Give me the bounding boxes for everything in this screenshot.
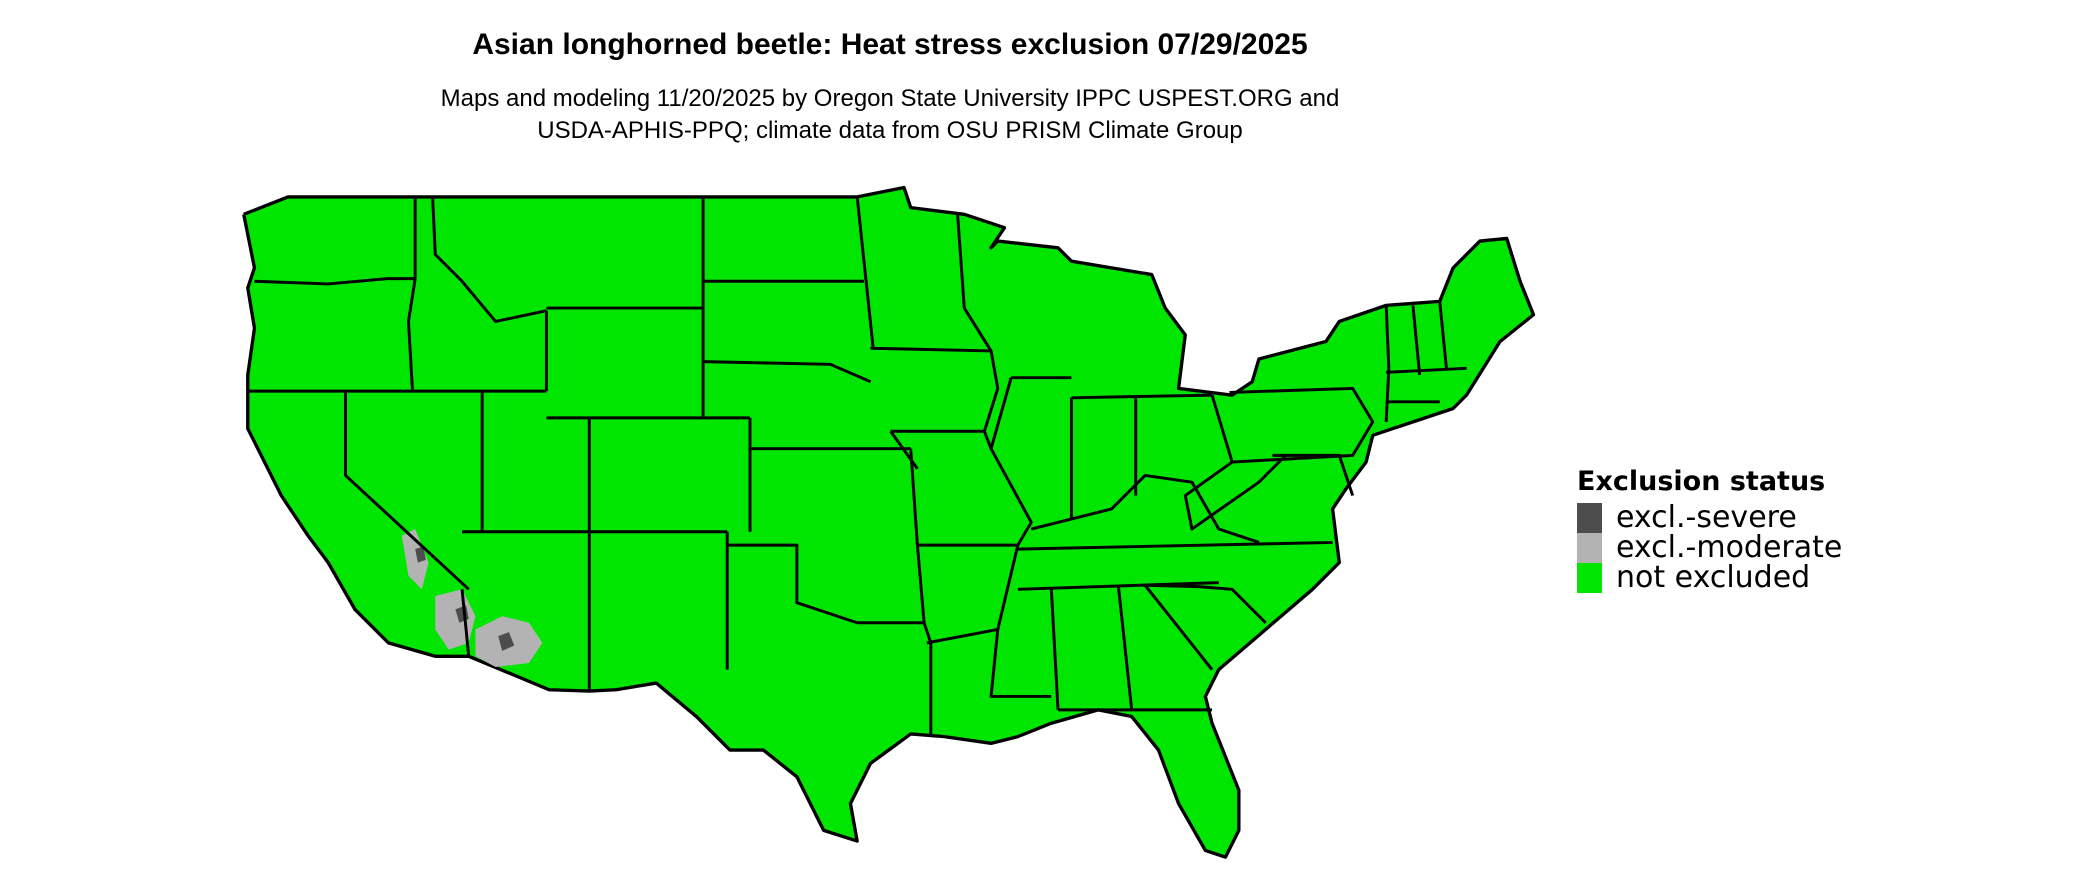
state-border xyxy=(254,277,416,286)
state-border xyxy=(1145,583,1267,624)
state-border xyxy=(460,589,471,657)
legend-title: Exclusion status xyxy=(1577,466,1826,497)
state-border xyxy=(1017,581,1219,591)
state-border xyxy=(1183,454,1287,531)
legend-label: not excluded xyxy=(1616,560,1811,595)
us-land xyxy=(242,185,1536,859)
state-border xyxy=(989,629,1052,698)
state-border xyxy=(1143,584,1214,671)
state-border xyxy=(926,544,1020,645)
state-border xyxy=(870,346,1000,433)
state-border xyxy=(344,391,470,591)
legend-swatch xyxy=(1577,503,1602,533)
legend-label: excl.-moderate xyxy=(1616,530,1843,565)
legend-item-not-excluded: not excluded xyxy=(1577,563,1842,593)
legend: Exclusion status excl.-severe excl.-mode… xyxy=(1577,466,1842,593)
state-border xyxy=(1229,386,1375,464)
state-border xyxy=(1386,366,1467,374)
state-border xyxy=(855,196,875,349)
map-title: Asian longhorned beetle: Heat stress exc… xyxy=(472,28,1308,61)
state-border xyxy=(1438,301,1448,369)
legend-label: excl.-severe xyxy=(1616,500,1797,535)
state-border xyxy=(909,448,919,546)
state-border xyxy=(1272,453,1355,497)
us-outline xyxy=(242,185,1536,859)
legend-swatch xyxy=(1577,563,1602,593)
state-border xyxy=(407,278,417,392)
map-subtitle-line-2: USDA-APHIS-PPQ; climate data from OSU PR… xyxy=(537,117,1243,144)
state-borders xyxy=(247,196,1467,737)
exclusion-patch xyxy=(415,546,426,563)
state-border xyxy=(956,214,993,352)
state-border xyxy=(727,543,926,625)
state-border xyxy=(917,430,1033,547)
state-border xyxy=(1049,589,1060,710)
state-border xyxy=(431,196,547,323)
exclusion-patch xyxy=(401,529,429,590)
state-border xyxy=(989,377,1013,450)
state-border xyxy=(1017,540,1333,551)
state-border xyxy=(1384,305,1391,422)
state-border xyxy=(889,430,919,470)
state-border xyxy=(1071,393,1213,400)
state-border xyxy=(1210,394,1234,463)
legend-swatch xyxy=(1577,533,1602,563)
state-border xyxy=(1116,585,1134,710)
state-border xyxy=(1411,305,1422,376)
state-border xyxy=(703,360,872,384)
legend-item-severe: excl.-severe xyxy=(1577,503,1842,533)
legend-item-moderate: excl.-moderate xyxy=(1577,533,1842,563)
exclusion-areas xyxy=(401,529,543,667)
exclusion-patch xyxy=(498,632,515,651)
state-border xyxy=(1030,473,1260,544)
map-subtitle-line-1: Maps and modeling 11/20/2025 by Oregon S… xyxy=(440,85,1340,112)
